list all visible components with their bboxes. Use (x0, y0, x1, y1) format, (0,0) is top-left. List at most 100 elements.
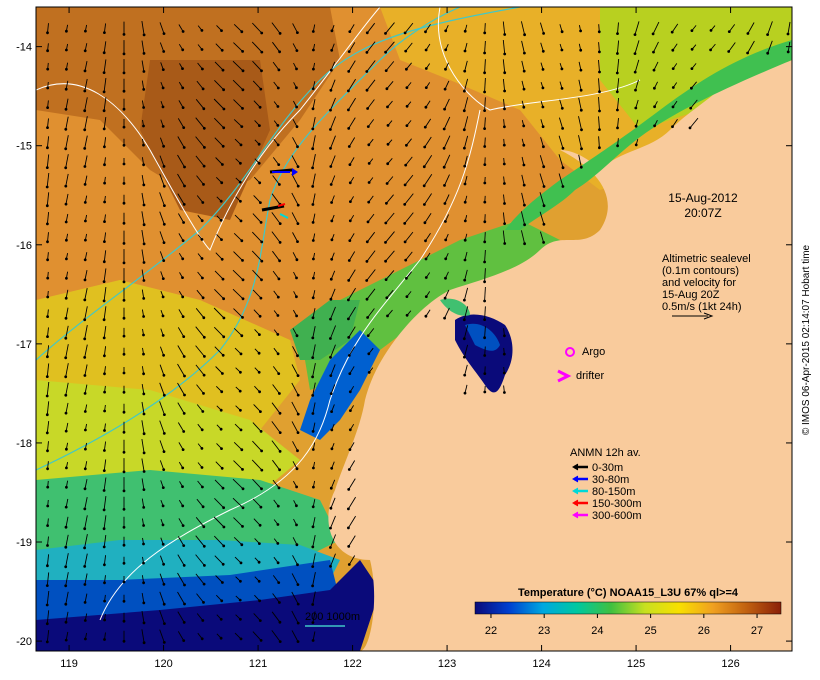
velocity-arrow-head (45, 394, 49, 398)
velocity-arrow-head (329, 128, 332, 131)
colorbar-tick-label: 25 (644, 625, 656, 637)
velocity-arrow-head (103, 163, 106, 167)
velocity-arrow-head (46, 504, 50, 508)
velocity-arrow (65, 402, 69, 414)
velocity-arrow-head (221, 144, 225, 148)
velocity-arrow (728, 42, 736, 52)
velocity-arrow (214, 346, 224, 356)
lon-tick-label: 121 (249, 658, 267, 670)
velocity-arrow-head (541, 68, 545, 71)
velocity-arrow-head (503, 89, 506, 93)
velocity-arrow (348, 287, 356, 301)
velocity-arrow (330, 61, 336, 71)
velocity-arrow-head (311, 448, 315, 451)
velocity-arrow-head (296, 602, 300, 606)
velocity-arrow (312, 422, 316, 432)
velocity-arrow-head (384, 241, 387, 244)
velocity-arrow (404, 193, 414, 205)
velocity-arrow-head (347, 279, 351, 282)
velocity-arrow (558, 135, 564, 149)
velocity-arrow (46, 421, 50, 433)
velocity-arrow-head (220, 390, 224, 394)
velocity-arrow-head (278, 50, 281, 54)
velocity-arrow-head (122, 599, 126, 603)
velocity-arrow-head (422, 184, 426, 188)
velocity-arrow-head (181, 524, 185, 527)
velocity-arrow-head (443, 202, 447, 205)
velocity-arrow-head (598, 70, 601, 74)
velocity-arrow (177, 554, 185, 566)
velocity-arrow-head (311, 127, 315, 131)
velocity-arrow (484, 40, 486, 54)
velocity-arrow-head (424, 314, 428, 318)
velocity-arrow-head (276, 523, 280, 526)
velocity-arrow-head (220, 257, 224, 261)
velocity-arrow-head (65, 48, 68, 52)
velocity-arrow (728, 24, 736, 32)
velocity-arrow (177, 327, 185, 337)
velocity-arrow (159, 364, 165, 376)
velocity-arrow-head (311, 375, 314, 379)
velocity-arrow (312, 572, 316, 586)
velocity-arrow-head (181, 239, 185, 243)
velocity-arrow-head (311, 239, 315, 242)
velocity-arrow-head (278, 468, 281, 472)
velocity-arrow-head (142, 124, 145, 128)
velocity-arrow-head (183, 184, 186, 188)
velocity-arrow (141, 192, 145, 206)
velocity-arrow-head (65, 257, 68, 261)
velocity-arrow-head (161, 86, 165, 90)
velocity-arrow-head (162, 450, 166, 453)
temperature-colorbar: Temperature (°C) NOAA15_L3U 67% ql>=4 22… (474, 587, 782, 637)
velocity-arrow (424, 118, 432, 128)
velocity-arrow (65, 553, 69, 567)
velocity-arrow-head (142, 242, 146, 246)
velocity-arrow-head (65, 238, 68, 242)
velocity-arrow (484, 137, 486, 147)
velocity-arrow (502, 39, 506, 55)
velocity-arrow-head (443, 87, 447, 91)
velocity-arrow (195, 517, 205, 527)
velocity-arrow-head (278, 620, 282, 624)
velocity-arrow-head (161, 542, 165, 546)
velocity-arrow-head (46, 315, 49, 318)
velocity-arrow-head (142, 470, 146, 473)
velocity-arrow-head (200, 447, 204, 450)
velocity-arrow-head (222, 88, 226, 92)
velocity-arrow-head (142, 70, 146, 73)
velocity-arrow-head (405, 104, 409, 108)
velocity-arrow-head (444, 257, 448, 261)
velocity-arrow-head (46, 467, 49, 471)
velocity-arrow-head (348, 181, 352, 185)
velocity-arrow-head (202, 392, 205, 395)
velocity-arrow-head (258, 333, 261, 336)
velocity-arrow (195, 535, 205, 547)
velocity-arrow-head (296, 393, 300, 397)
velocity-arrow (484, 326, 486, 338)
velocity-arrow-head (347, 507, 350, 511)
contour-2 (438, 7, 641, 111)
velocity-arrow (159, 251, 165, 261)
velocity-arrow (84, 479, 88, 489)
velocity-arrow (65, 135, 69, 149)
velocity-arrow-head (598, 109, 601, 113)
velocity-arrow (233, 308, 243, 318)
velocity-arrow-head (201, 201, 205, 204)
velocity-arrow-head (276, 124, 280, 127)
velocity-arrow (484, 117, 486, 129)
velocity-arrow-head (161, 277, 165, 280)
velocity-arrow-head (161, 334, 165, 337)
velocity-arrow-head (463, 182, 467, 186)
velocity-arrow-head (616, 144, 619, 148)
plot-frame (35, 6, 793, 652)
velocity-arrow-head (241, 88, 245, 92)
velocity-arrow-head (103, 220, 106, 224)
velocity-arrow-head (403, 203, 407, 206)
velocity-arrow (502, 212, 506, 224)
velocity-arrow-head (347, 70, 351, 73)
velocity-arrow-head (103, 372, 106, 376)
velocity-arrow-head (616, 126, 619, 130)
velocity-arrow-head (278, 222, 282, 226)
velocity-arrow-head (65, 447, 68, 451)
velocity-arrow-head (122, 543, 126, 547)
